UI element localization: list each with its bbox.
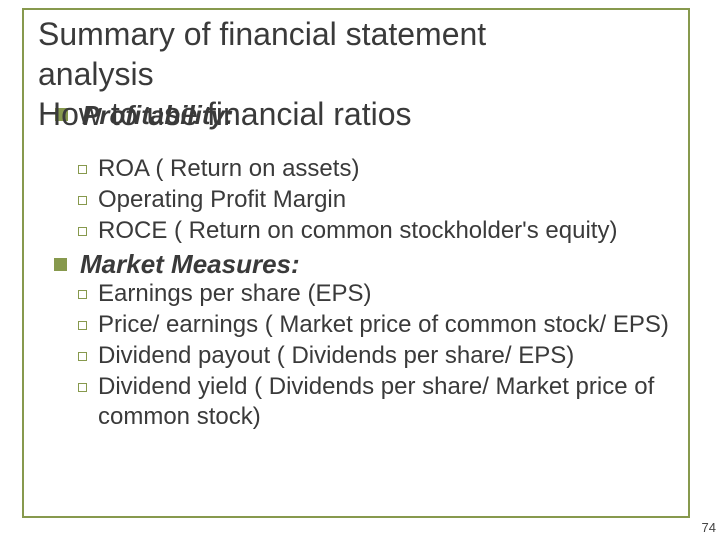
profitability-heading: Profitability:	[82, 95, 234, 135]
title-line-1: Summary of financial statement	[38, 14, 680, 54]
page-number: 74	[702, 520, 716, 535]
item-text: ROA ( Return on assets)	[98, 155, 359, 182]
body-content: ROA ( Return on assets) Operating Profit…	[62, 154, 680, 433]
square-bullet-icon	[54, 258, 67, 271]
list-item: ROCE ( Return on common stockholder's eq…	[62, 216, 680, 246]
item-text: Price/ earnings ( Market price of common…	[98, 311, 669, 338]
list-item: Dividend payout ( Dividends per share/ E…	[62, 341, 680, 371]
hollow-square-icon	[78, 321, 87, 330]
hollow-square-icon	[78, 383, 87, 392]
hollow-square-icon	[78, 290, 87, 299]
list-item: Price/ earnings ( Market price of common…	[62, 310, 680, 340]
list-item: ROA ( Return on assets)	[62, 154, 680, 184]
hollow-square-icon	[78, 352, 87, 361]
title-line-2: analysis	[38, 54, 680, 94]
title-block: Summary of financial statement analysis …	[38, 14, 680, 134]
item-text: Dividend yield ( Dividends per share/ Ma…	[98, 373, 654, 430]
heading-text: Market Measures:	[80, 249, 300, 279]
item-text: Earnings per share (EPS)	[98, 280, 371, 307]
item-text: Operating Profit Margin	[98, 186, 346, 213]
item-text: ROCE ( Return on common stockholder's eq…	[98, 217, 617, 244]
hollow-square-icon	[78, 227, 87, 236]
market-measures-heading: Market Measures:	[62, 249, 680, 279]
list-item: Dividend yield ( Dividends per share/ Ma…	[62, 372, 680, 432]
item-text: Dividend payout ( Dividends per share/ E…	[98, 342, 574, 369]
hollow-square-icon	[78, 196, 87, 205]
list-item: Operating Profit Margin	[62, 185, 680, 215]
slide: Summary of financial statement analysis …	[0, 0, 720, 540]
title-overlay-row: How to use financial ratios Profitabilit…	[38, 94, 680, 134]
hollow-square-icon	[78, 165, 87, 174]
list-item: Earnings per share (EPS)	[62, 279, 680, 309]
